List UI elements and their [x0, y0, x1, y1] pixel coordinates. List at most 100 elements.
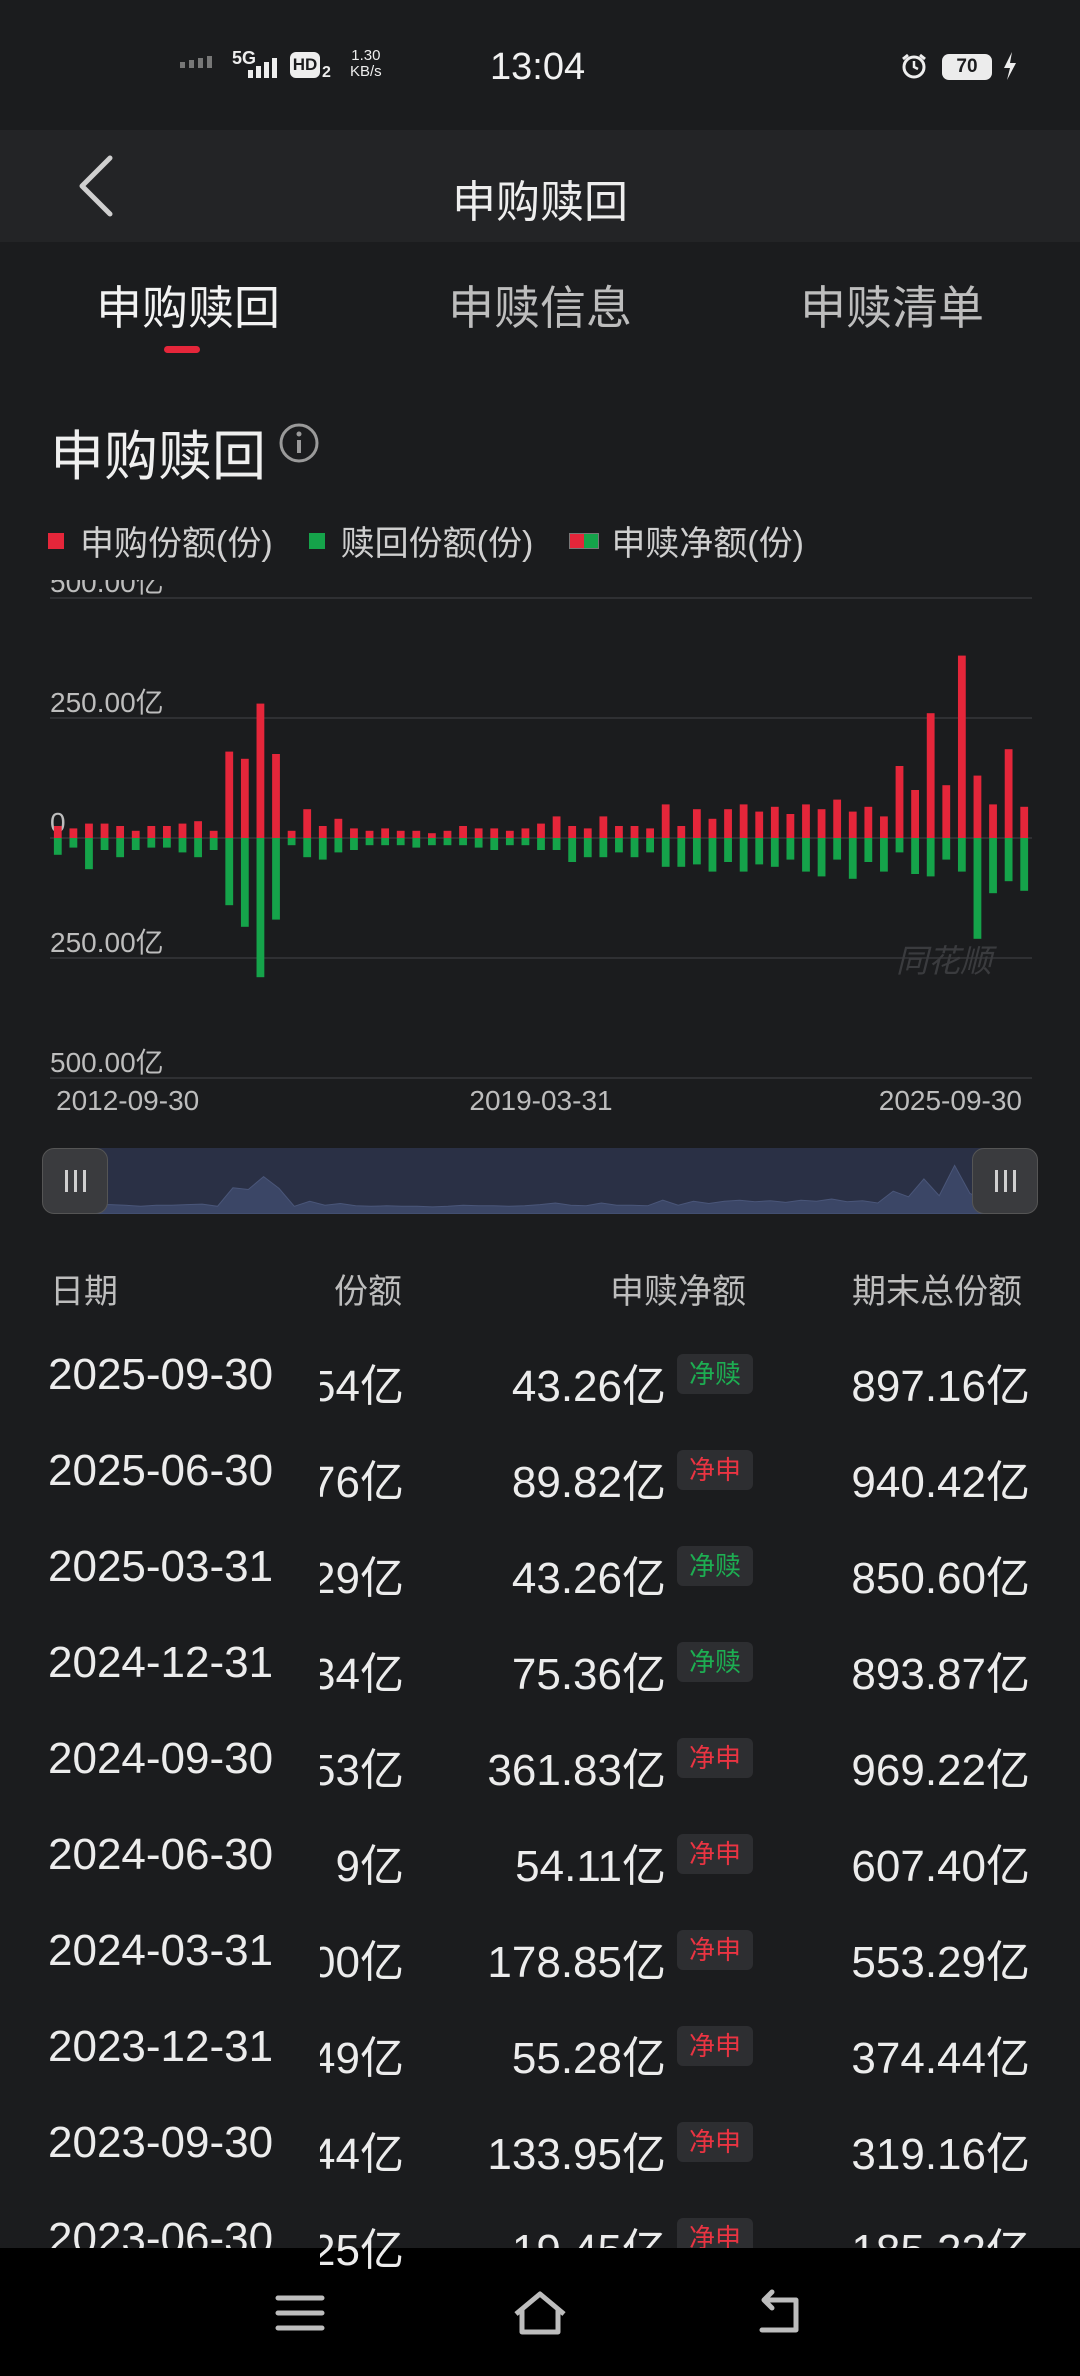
purchase-bar[interactable] [724, 809, 732, 838]
purchase-bar[interactable] [396, 830, 405, 838]
header-date[interactable]: 日期 [50, 1273, 118, 1311]
redeem-bar[interactable] [459, 838, 467, 846]
purchase-bar[interactable] [474, 828, 483, 838]
range-slider[interactable] [42, 1148, 1038, 1215]
purchase-bar[interactable] [692, 809, 701, 838]
header-total[interactable]: 期末总份额 [852, 1273, 1022, 1311]
purchase-bar[interactable] [568, 826, 577, 838]
purchase-bar[interactable] [833, 799, 842, 838]
purchase-bar[interactable] [957, 655, 966, 838]
redeem-bar[interactable] [85, 838, 93, 870]
table-row[interactable]: 2025-03-31 29亿 43.26亿 净赎 850.60亿 [0, 1522, 1080, 1618]
purchase-bar[interactable] [770, 806, 779, 838]
redeem-bar[interactable] [474, 838, 483, 848]
table-row[interactable]: 2024-12-31 34亿 75.36亿 净赎 893.87亿 [0, 1618, 1080, 1714]
redeem-bar[interactable] [537, 838, 545, 850]
redeem-bar[interactable] [381, 838, 390, 846]
redeem-bar[interactable] [131, 838, 140, 850]
redeem-bar[interactable] [334, 838, 343, 853]
purchase-bar[interactable] [615, 826, 623, 838]
purchase-bar[interactable] [69, 828, 78, 838]
redeem-bar[interactable] [755, 838, 764, 865]
redeem-bar[interactable] [163, 838, 171, 848]
purchase-bar[interactable] [864, 806, 873, 838]
redeem-bar[interactable] [178, 838, 187, 853]
purchase-bar[interactable] [443, 830, 452, 838]
back-icon[interactable] [750, 2288, 810, 2338]
redeem-bar[interactable] [630, 838, 639, 858]
menu-icon[interactable] [270, 2288, 330, 2338]
purchase-bar[interactable] [194, 821, 202, 838]
redeem-bar[interactable] [661, 838, 670, 867]
redeem-bar[interactable] [443, 838, 452, 846]
purchase-bar[interactable] [147, 826, 156, 838]
redeem-bar[interactable] [817, 838, 826, 877]
redeem-bar[interactable] [568, 838, 577, 862]
redeem-bar[interactable] [646, 838, 655, 853]
purchase-bar[interactable] [583, 828, 592, 838]
redeem-bar[interactable] [583, 838, 592, 858]
purchase-bar[interactable] [53, 826, 62, 838]
redeem-bar[interactable] [1020, 838, 1029, 891]
redeem-bar[interactable] [942, 838, 951, 860]
purchase-bar[interactable] [755, 811, 764, 838]
purchase-bar[interactable] [240, 758, 249, 838]
legend-net[interactable]: 申赎净额(份) [569, 516, 804, 565]
redeem-bar[interactable] [864, 838, 873, 862]
legend-purchase[interactable]: 申购份额(份) [48, 516, 273, 565]
purchase-bar[interactable] [786, 814, 795, 838]
purchase-bar[interactable] [256, 703, 265, 838]
redeem-bar[interactable] [490, 838, 499, 850]
redeem-bar[interactable] [895, 838, 904, 853]
home-icon[interactable] [510, 2288, 570, 2338]
redeem-bar[interactable] [69, 838, 78, 848]
redeem-bar[interactable] [350, 838, 358, 850]
purchase-bar[interactable] [911, 790, 919, 838]
purchase-bar[interactable] [350, 828, 358, 838]
purchase-bar[interactable] [178, 823, 187, 838]
redeem-bar[interactable] [1004, 838, 1013, 882]
purchase-bar[interactable] [552, 816, 561, 838]
purchase-bar[interactable] [427, 833, 436, 838]
redeem-bar[interactable] [318, 838, 327, 860]
table-row[interactable]: 2025-06-30 76亿 89.82亿 净申 940.42亿 [0, 1426, 1080, 1522]
redeem-bar[interactable] [147, 838, 156, 848]
header-part[interactable]: 份额 [334, 1273, 402, 1311]
purchase-bar[interactable] [131, 830, 140, 838]
purchase-bar[interactable] [646, 828, 655, 838]
redeem-bar[interactable] [505, 838, 514, 846]
slider-track[interactable] [63, 1148, 1017, 1215]
redeem-bar[interactable] [802, 838, 810, 872]
purchase-bar[interactable] [459, 826, 467, 838]
purchase-bar[interactable] [505, 830, 514, 838]
table-row[interactable]: 2025-09-30 54亿 43.26亿 净赎 897.16亿 [0, 1330, 1080, 1426]
redeem-bar[interactable] [599, 838, 608, 858]
redeem-bar[interactable] [225, 838, 234, 906]
purchase-bar[interactable] [303, 809, 312, 838]
purchase-bar[interactable] [412, 830, 421, 838]
purchase-bar[interactable] [895, 766, 904, 838]
redeem-bar[interactable] [770, 838, 779, 867]
redeem-bar[interactable] [412, 838, 421, 848]
purchase-bar[interactable] [163, 826, 171, 838]
header-net[interactable]: 申赎净额 [610, 1273, 746, 1311]
redeem-bar[interactable] [116, 838, 125, 858]
redeem-bar[interactable] [396, 838, 405, 846]
redeem-bar[interactable] [521, 838, 530, 846]
purchase-bar[interactable] [287, 830, 296, 838]
purchase-bar[interactable] [490, 828, 499, 838]
purchase-bar[interactable] [318, 826, 327, 838]
purchase-bar[interactable] [85, 823, 93, 838]
table-row[interactable]: 2024-06-30 9亿 54.11亿 净申 607.40亿 [0, 1810, 1080, 1906]
redeem-bar[interactable] [973, 838, 982, 939]
purchase-bar[interactable] [209, 830, 218, 838]
redeem-bar[interactable] [427, 838, 436, 846]
redeem-bar[interactable] [194, 838, 202, 858]
purchase-bar[interactable] [817, 809, 826, 838]
slider-handle-right[interactable] [972, 1148, 1038, 1214]
table-row[interactable]: 2023-12-31 49亿 55.28亿 净申 374.44亿 [0, 2002, 1080, 2098]
purchase-bar[interactable] [848, 811, 857, 838]
redeem-bar[interactable] [100, 838, 109, 850]
tab-redeem-info[interactable]: 申赎信息 [448, 282, 632, 334]
purchase-bar[interactable] [708, 818, 717, 838]
